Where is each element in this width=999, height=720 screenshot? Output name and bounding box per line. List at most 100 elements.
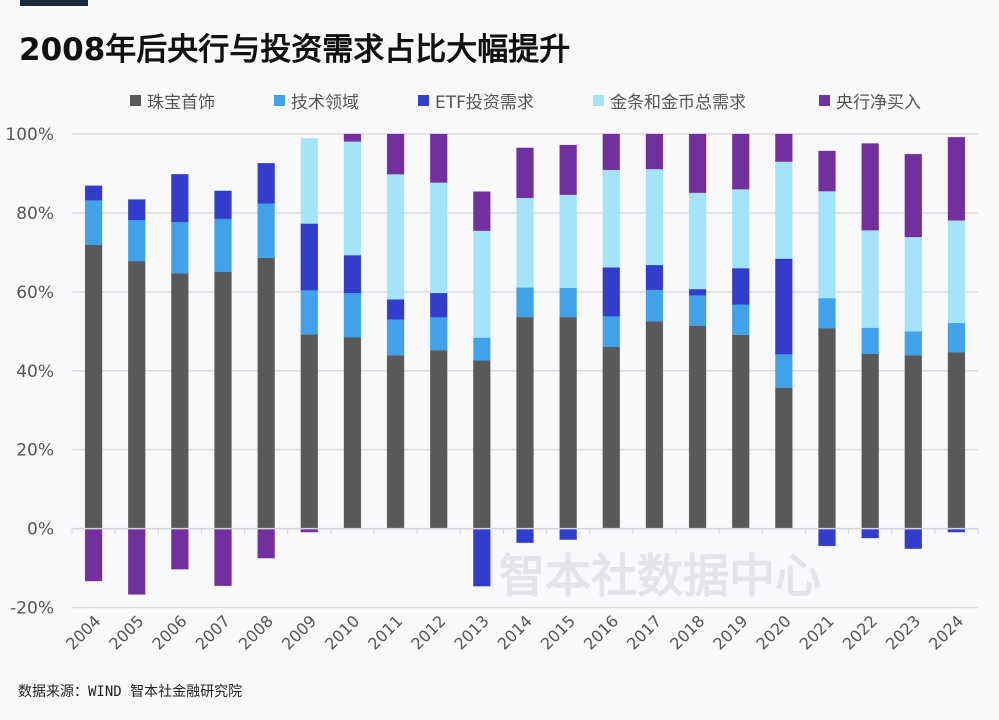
bar-segment: 技术领域 2020: 8.5%: [775, 353, 793, 388]
legend-label: 技术领域: [291, 93, 359, 113]
page-title: 2008年后央行与投资需求占比大幅提升: [19, 32, 571, 68]
bar-segment: 珠宝首饰 2013: 42.6%: [473, 360, 491, 529]
bar-segment: 金条和金币总需求 2010: 28.8%: [343, 141, 362, 256]
bar-segment: 技术领域 2024: 7.4%: [947, 322, 966, 353]
data-source-note: 数据来源：WIND 智本社金融研究院: [18, 684, 243, 700]
bar-segment: 珠宝首饰 2004: 71.9%: [84, 244, 103, 529]
y-tick-label: 60%: [16, 283, 54, 303]
bar-segment: 技术领域 2007: 13.4%: [214, 218, 232, 272]
y-tick-label: 80%: [16, 204, 54, 224]
x-tick-label: 2015: [537, 611, 579, 653]
watermark: 智本社数据中心: [499, 549, 821, 603]
bar-segment: 技术领域 2012: 8.4%: [429, 316, 448, 351]
bar-segment: ETF投资需求 2009: 16.9%: [300, 223, 319, 291]
legend-item[interactable]: 技术领域: [274, 88, 359, 113]
bar-segment: 金条和金币总需求 2017: 24.3%: [645, 168, 664, 266]
bar-segment: 技术领域 2013: 5.8%: [473, 337, 491, 361]
bar-segment: ETF投资需求 2008: 10.2%: [257, 162, 275, 204]
legend-item[interactable]: 央行净买入: [819, 88, 921, 113]
legend-swatch: [593, 95, 604, 106]
bar-segment: 珠宝首饰 2008: 68.6%: [257, 257, 275, 529]
legend-swatch: [819, 95, 830, 106]
bar-segment: 珠宝首饰 2006: 64.7%: [171, 273, 189, 529]
bar-segment: 金条和金币总需求 2011: 31.7%: [386, 173, 405, 300]
bar-segment: 珠宝首饰 2022: 44.3%: [861, 353, 879, 529]
x-tick-label: 2014: [494, 611, 536, 653]
bar-segment: ETF投资需求 2012: 6.1%: [429, 292, 448, 318]
bar-segment: 央行净买入 2018: 14.9%: [688, 133, 707, 194]
bar-segment: 技术领域 2004: 11.3%: [84, 200, 103, 246]
x-tick-label: 2005: [105, 611, 147, 653]
x-tick-label: 2006: [148, 611, 190, 653]
bar-segment: 央行净买入 2008: -7.5%: [257, 528, 275, 559]
bar-segment: 金条和金币总需求 2021: 27.1%: [818, 190, 836, 299]
bar-segment: 珠宝首饰 2016: 46.1%: [602, 346, 621, 529]
legend-item[interactable]: ETF投资需求: [418, 88, 534, 113]
bar-segment: 金条和金币总需求 2018: 24.4%: [688, 192, 707, 290]
x-tick-label: 2009: [278, 611, 320, 653]
bar-segment: 技术领域 2014: 7.5%: [516, 287, 534, 318]
bar-segment: 央行净买入 2012: 12.3%: [429, 133, 448, 183]
bar-segment: 央行净买入 2005: -16.7%: [127, 528, 146, 595]
bar-segment: 央行净买入 2023: 21%: [904, 153, 923, 238]
bar-segment: 珠宝首饰 2020: 35.7%: [775, 387, 793, 529]
bar-segment: ETF投资需求 2017: 6.3%: [645, 264, 664, 291]
bar-segment: 技术领域 2005: 10.4%: [127, 219, 146, 262]
bar-segment: 央行净买入 2017: 8.9%: [645, 133, 664, 170]
bar-segment: 金条和金币总需求 2015: 23.6%: [559, 194, 577, 289]
bar-segment: 珠宝首饰 2019: 49.1%: [731, 334, 750, 529]
bar-segment: 金条和金币总需求 2016: 24.7%: [602, 169, 621, 268]
bar-segment: 技术领域 2017: 8%: [645, 289, 664, 322]
bar-segment: 技术领域 2022: 6.6%: [861, 327, 879, 355]
x-tick-label: 2012: [407, 611, 449, 653]
bar-segment: 金条和金币总需求 2022: 24.7%: [861, 230, 879, 328]
bar-segment: ETF投资需求 2006: 12.1%: [171, 173, 189, 223]
y-tick-label: 0%: [27, 520, 54, 540]
bar-segment: ETF投资需求 2021: -4.4%: [818, 528, 836, 547]
bar-segment: 金条和金币总需求 2019: 20%: [731, 188, 750, 269]
bar-segment: 央行净买入 2007: -14.5%: [214, 528, 232, 587]
x-tick-label: 2020: [752, 611, 794, 653]
bar-segment: ETF投资需求 2004: 3.7%: [84, 185, 103, 201]
legend-swatch: [130, 95, 141, 106]
bar-segment: 央行净买入 2006: -10.3%: [171, 528, 189, 570]
bar-segment: 珠宝首饰 2023: 43.9%: [904, 355, 923, 529]
bar-segment: 技术领域 2015: 7.4%: [559, 287, 577, 318]
bar-segment: 珠宝首饰 2011: 43.9%: [386, 355, 405, 529]
stacked-bar-chart: -20% 0% 20% 40% 60% 80% 100% 智本社数据中心 珠宝首饰 2004…: [5, 125, 979, 654]
legend-item[interactable]: 珠宝首饰: [130, 88, 215, 113]
y-tick-label: 20%: [16, 441, 54, 461]
bar-segment: 珠宝首饰 2018: 51.4%: [688, 325, 707, 529]
bar-segment: 技术领域 2006: 13%: [171, 221, 189, 274]
legend-label: 珠宝首饰: [147, 93, 215, 113]
bar-segment: 技术领域 2023: 6.1%: [904, 331, 923, 356]
bar-segment: 珠宝首饰 2012: 45.2%: [429, 349, 448, 529]
bar-segment: ETF投资需求 2013: -14.6%: [473, 528, 491, 587]
x-tick-label: 2011: [364, 611, 406, 653]
bar-segment: ETF投资需求 2023: -5.1%: [904, 528, 923, 549]
x-tick-label: 2016: [580, 611, 622, 653]
bar-segment: 央行净买入 2004: -13.3%: [84, 528, 103, 582]
bar-segment: 金条和金币总需求 2023: 23.9%: [904, 236, 923, 332]
bar-segment: 珠宝首饰 2010: 48.5%: [343, 336, 362, 529]
bar-segment: ETF投资需求 2011: 5.1%: [386, 299, 405, 320]
legend-item[interactable]: 金条和金币总需求: [593, 88, 746, 113]
bar-segment: 央行净买入 2021: 10.2%: [818, 150, 836, 192]
watermark-layer: 智本社数据中心: [499, 549, 821, 603]
x-tick-label: 2013: [450, 611, 492, 653]
bar-segment: 金条和金币总需求 2024: 26%: [947, 220, 966, 324]
bar-segment: 技术领域 2019: 7.7%: [731, 304, 750, 336]
bar-segment: ETF投资需求 2015: -2.8%: [559, 528, 577, 540]
legend-label: 央行净买入: [836, 93, 921, 113]
legend-label: 金条和金币总需求: [610, 93, 746, 113]
bar-segment: ETF投资需求 2019: 9.2%: [731, 267, 750, 305]
legend-swatch: [274, 95, 285, 106]
x-tick-label: 2007: [192, 611, 234, 653]
x-tick-label: 2018: [666, 611, 708, 653]
bar-segment: 央行净买入 2016: 9.1%: [602, 133, 621, 171]
bar-segment: 珠宝首饰 2009: 49.2%: [300, 334, 319, 529]
bar-segment: ETF投资需求 2014: -3.6%: [516, 528, 534, 544]
bar-segment: 珠宝首饰 2007: 65.1%: [214, 271, 232, 529]
bar-segment: 技术领域 2011: 9.1%: [386, 319, 405, 356]
bar-segment: 珠宝首饰 2015: 53.6%: [559, 316, 577, 529]
